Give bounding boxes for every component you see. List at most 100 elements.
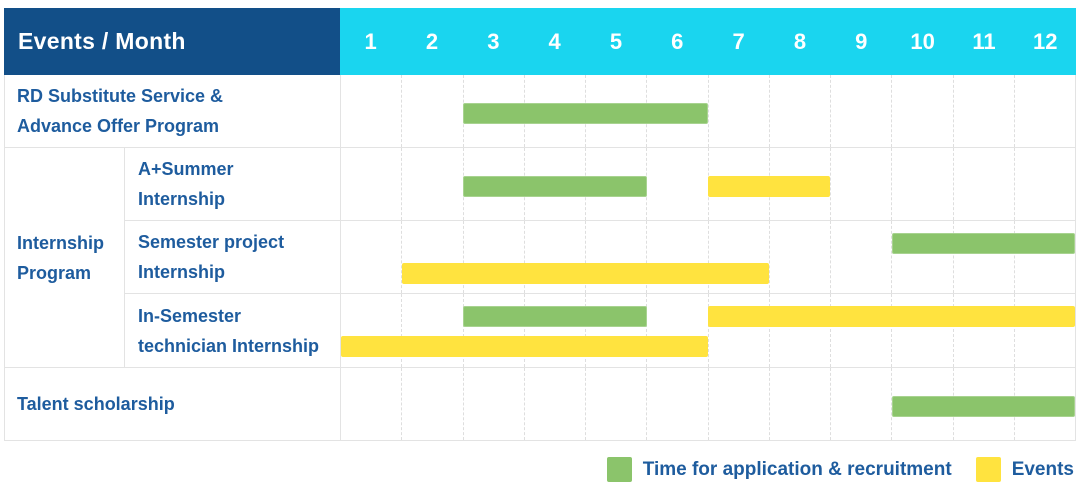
legend-label-events: Events bbox=[1011, 458, 1074, 480]
month-label: 1 bbox=[364, 28, 377, 54]
month-grid-cell bbox=[830, 368, 891, 440]
month-grid-cell bbox=[830, 221, 891, 293]
recruitment-bar bbox=[463, 103, 708, 124]
month-grid-cell bbox=[891, 148, 952, 220]
month-label: 10 bbox=[910, 28, 935, 54]
month-header: 1 2 3 4 5 6 7 8 9 10 11 12 bbox=[340, 8, 1076, 75]
month-grid-cell bbox=[1013, 294, 1075, 367]
month-grid-cell bbox=[952, 148, 1014, 220]
row-label-cell: A+Summer Internship bbox=[125, 148, 341, 220]
month-grid-cell bbox=[341, 221, 401, 293]
month-grid-cell bbox=[830, 75, 891, 147]
month-grid-cell bbox=[768, 294, 830, 367]
month-grid-cell bbox=[341, 148, 401, 220]
row-label-line: A+Summer bbox=[138, 159, 234, 179]
events-swatch-icon bbox=[975, 457, 1001, 482]
gantt-body: RD Substitute Service & Advance Offer Pro… bbox=[4, 75, 1076, 441]
month-grid-cell bbox=[646, 368, 707, 440]
month-grid-cell bbox=[585, 368, 646, 440]
header-title-cell: Events / Month bbox=[4, 8, 340, 75]
month-grid-cell bbox=[707, 75, 769, 147]
month-grid-cell bbox=[1013, 148, 1075, 220]
month-grid-cell bbox=[646, 148, 707, 220]
month-grid-cell bbox=[462, 75, 524, 147]
event-row: A+Summer Internship bbox=[125, 148, 1075, 221]
month-grid-cell bbox=[401, 368, 462, 440]
month-label: 4 bbox=[548, 28, 561, 54]
event-bar bbox=[708, 176, 831, 197]
month-grid-cell bbox=[952, 221, 1014, 293]
month-grid-cell bbox=[585, 221, 646, 293]
row-label-line: Internship bbox=[138, 189, 226, 209]
month-grid-cell bbox=[891, 221, 952, 293]
month-grid-cell bbox=[768, 221, 830, 293]
row-label-line: Internship bbox=[138, 262, 226, 282]
month-grid-cell bbox=[952, 294, 1014, 367]
gantt-schedule-table: Events / Month 1 2 3 4 5 6 7 8 9 10 11 12 RD Substi… bbox=[4, 8, 1076, 441]
legend-label-recruitment: Time for application & recruitment bbox=[642, 458, 952, 480]
group-label-cell: Internship Program bbox=[5, 148, 125, 367]
event-row: Semester project Internship bbox=[125, 221, 1075, 294]
row-label-line: In-Semester bbox=[138, 305, 242, 326]
month-grid-cell bbox=[341, 368, 401, 440]
month-grid-cell bbox=[1013, 75, 1075, 147]
table-header-row: Events / Month 1 2 3 4 5 6 7 8 9 10 11 12 bbox=[4, 8, 1076, 75]
month-grid-cell bbox=[462, 368, 524, 440]
month-grid-cell bbox=[707, 294, 769, 367]
month-grid-cell bbox=[830, 148, 891, 220]
month-label: 2 bbox=[425, 28, 439, 54]
month-grid-cell bbox=[401, 148, 462, 220]
legend-item-recruitment: Time for application & recruitment bbox=[606, 457, 952, 482]
row-label-line: Advance Offer Program bbox=[17, 116, 220, 136]
chart-cell bbox=[341, 368, 1075, 440]
recruitment-bar bbox=[463, 176, 647, 197]
chart-cell bbox=[341, 221, 1075, 293]
month-label: 6 bbox=[671, 28, 684, 54]
month-grid-cell bbox=[891, 294, 952, 367]
month-label: 3 bbox=[487, 28, 500, 54]
recruitment-bar bbox=[463, 306, 647, 327]
row-label-line: Program bbox=[17, 262, 92, 283]
event-row: Talent scholarship bbox=[5, 368, 1075, 441]
month-label: 5 bbox=[609, 28, 623, 54]
month-grid-cell bbox=[523, 221, 585, 293]
month-grid-cell bbox=[401, 75, 462, 147]
month-grid-cell bbox=[462, 221, 524, 293]
month-label: 12 bbox=[1033, 28, 1058, 54]
month-grid-cell bbox=[646, 294, 707, 367]
chart-cell bbox=[341, 148, 1075, 220]
row-group: Internship Program A+Summer Internship Semes… bbox=[5, 148, 1075, 368]
month-grid-cell bbox=[1013, 221, 1075, 293]
month-grid-cell bbox=[462, 148, 524, 220]
legend-item-events: Events bbox=[975, 457, 1074, 482]
month-grid-cell bbox=[768, 75, 830, 147]
month-grid-cell bbox=[401, 294, 462, 367]
row-label-line: Talent scholarship bbox=[17, 394, 175, 414]
row-label-line: RD Substitute Service & bbox=[17, 86, 224, 106]
month-grid-cell bbox=[646, 221, 707, 293]
event-row: RD Substitute Service & Advance Offer Pro… bbox=[5, 75, 1075, 148]
row-label-line: Internship bbox=[17, 232, 105, 253]
month-grid-cell bbox=[341, 75, 401, 147]
recruitment-bar bbox=[891, 396, 1075, 417]
row-label-cell: In-Semester technician Internship bbox=[125, 294, 341, 367]
row-label-cell: RD Substitute Service & Advance Offer Pro… bbox=[5, 75, 341, 147]
row-label-line: technician Internship bbox=[138, 335, 320, 356]
month-grid-cell bbox=[952, 75, 1014, 147]
month-grid-cell bbox=[585, 294, 646, 367]
month-label: 8 bbox=[793, 28, 807, 54]
month-grid-cell bbox=[523, 294, 585, 367]
row-label-cell: Talent scholarship bbox=[5, 368, 341, 440]
month-grid-cell bbox=[401, 221, 462, 293]
event-bar bbox=[341, 336, 708, 357]
legend: Time for application & recruitment Event… bbox=[0, 457, 1080, 482]
event-row: In-Semester technician Internship bbox=[125, 294, 1075, 367]
chart-cell bbox=[341, 294, 1075, 367]
group-rows: A+Summer Internship Semester project Intern… bbox=[125, 148, 1075, 367]
event-bar bbox=[708, 306, 1075, 327]
month-label: 7 bbox=[732, 28, 745, 54]
month-label: 11 bbox=[972, 28, 996, 54]
recruitment-bar bbox=[891, 233, 1075, 254]
row-label-cell: Semester project Internship bbox=[125, 221, 341, 293]
event-bar bbox=[402, 263, 770, 284]
